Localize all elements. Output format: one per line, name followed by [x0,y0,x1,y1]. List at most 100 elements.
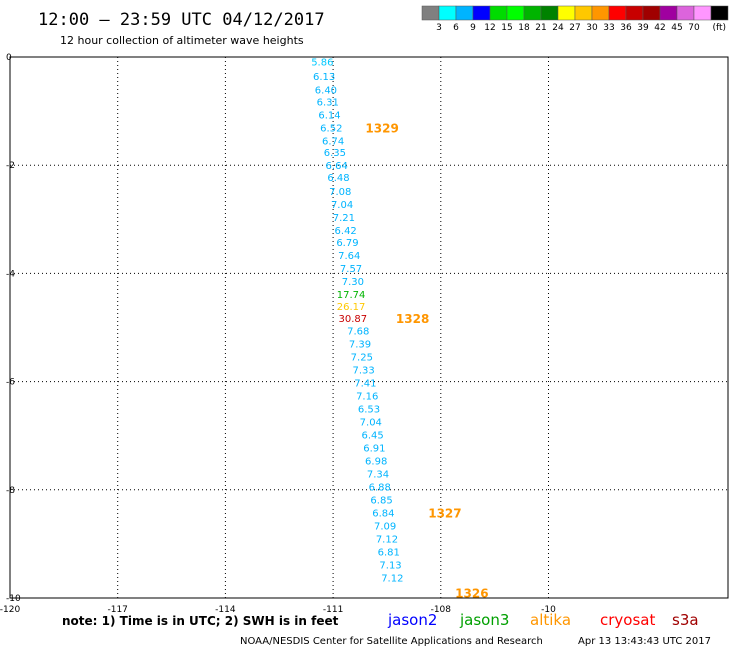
note-text: note: 1) Time is in UTC; 2) SWH is in fe… [62,614,339,628]
swh-value-label: 6.53 [358,405,380,416]
color-scale-label: 45 [671,23,682,33]
swh-value-label: 6.81 [378,547,400,558]
swh-value-label: 6.88 [369,483,391,494]
chart-title: 12:00 – 23:59 UTC 04/12/2017 [38,10,325,30]
swh-value-label: 6.35 [324,148,346,159]
color-swatch [489,5,508,21]
axis-tick-labels: -120 -117 -114 -111 -108 -10 0 -2 -4 -6 -8 -10 [0,53,556,615]
y-tick-label: 0 [6,53,12,63]
color-scale-label: 15 [501,23,512,33]
swh-value-label: 6.79 [336,238,358,249]
color-scale-label: 39 [637,23,649,33]
data-points: 5.86 6.13 6.406.31 6.14 6.52 6.746.35 6.646.48… [311,57,403,584]
pass-time-label: 1329 [365,121,398,135]
y-tick-label: -8 [6,486,15,496]
color-swatch [693,5,712,21]
color-scale-label: 33 [603,23,614,33]
swh-value-label: 7.21 [333,213,355,224]
swh-value-label: 6.98 [365,457,387,468]
color-swatch [608,5,627,21]
swh-value-label: 7.41 [354,379,376,390]
color-swatch [625,5,644,21]
color-scale-label: 70 [688,23,700,33]
swh-value-label: 7.12 [381,573,403,584]
satellite-legend-item: s3a [672,611,699,629]
swh-value-label: 6.40 [315,85,337,96]
satellite-legend: jason2 jason3 altika cryosat s3a [387,611,699,629]
color-scale-label: 27 [569,23,580,33]
swh-value-label: 7.57 [340,264,362,275]
x-tick-label: -117 [107,605,127,615]
x-tick-label: -108 [431,605,452,615]
pass-time-label: 1328 [396,312,429,326]
swh-value-label: 7.04 [360,418,382,429]
color-swatch [540,5,559,21]
swh-value-label: 7.04 [331,200,353,211]
color-swatch [676,5,695,21]
swh-value-label: 7.09 [374,522,396,533]
color-swatch [472,5,491,21]
x-tick-label: -114 [215,605,236,615]
y-tick-label: -4 [6,269,15,279]
color-scale-unit: (ft) [712,23,726,33]
swh-value-label: 7.64 [338,251,360,262]
swh-value-label: 26.17 [337,302,366,313]
color-swatch [438,5,457,21]
swh-value-label: 6.85 [370,496,392,507]
x-tick-label: -120 [0,605,20,615]
swh-value-label: 7.16 [356,392,378,403]
color-scale-legend: 3 6 9 12 15 18 21 24 27 30 33 36 39 42 45 70 (ft) [421,5,729,33]
swh-value-label: 6.74 [322,136,344,147]
satellite-legend-item: jason3 [459,611,509,629]
swh-value-label: 6.42 [335,226,357,237]
swh-value-label: 7.34 [367,470,389,481]
color-scale-label: 3 [436,23,442,33]
y-tick-label: -2 [6,161,15,171]
color-swatch [591,5,610,21]
color-swatch [421,5,440,21]
swh-value-label: 6.64 [326,161,348,172]
x-tick-label: -111 [323,605,343,615]
color-swatch [574,5,593,21]
swh-value-label: 17.74 [337,290,366,301]
plot-frame [9,56,729,599]
color-swatch [642,5,661,21]
swh-value-label: 5.86 [311,57,333,68]
color-scale-label: 12 [484,23,495,33]
footer-credit: NOAA/NESDIS Center for Satellite Applica… [240,636,543,647]
y-tick-label: -10 [6,594,21,604]
swh-value-label: 7.68 [347,327,369,338]
swh-value-label: 7.33 [352,366,374,377]
swh-value-label: 30.87 [339,314,368,325]
swh-value-label: 6.91 [363,444,385,455]
swh-value-label: 6.52 [320,123,342,134]
color-swatch [506,5,525,21]
color-scale-label: 18 [518,23,530,33]
swh-value-label: 6.48 [327,173,349,184]
swh-value-label: 7.13 [379,560,401,571]
satellite-legend-item: cryosat [600,611,655,629]
swh-value-label: 7.12 [376,534,398,545]
color-scale-label: 42 [654,23,665,33]
y-tick-label: -6 [6,378,15,388]
color-swatch [710,5,729,21]
color-swatch [659,5,678,21]
swh-value-label: 7.25 [351,353,373,364]
color-scale-label: 30 [586,23,598,33]
color-swatch [455,5,474,21]
satellite-legend-item: altika [530,611,571,629]
satellite-legend-item: jason2 [387,611,437,629]
swh-value-label: 6.84 [372,509,394,520]
swh-value-label: 6.31 [317,97,339,108]
x-tick-label: -10 [541,605,556,615]
pass-time-label: 1327 [428,507,461,521]
pass-time-label: 1326 [455,587,488,601]
color-swatch [557,5,576,21]
color-scale-label: 36 [620,23,632,33]
color-scale-label: 24 [552,23,564,33]
color-scale-label: 9 [470,23,476,33]
color-scale-label: 21 [535,23,546,33]
footer-timestamp: Apr 13 13:43:43 UTC 2017 [578,636,711,647]
